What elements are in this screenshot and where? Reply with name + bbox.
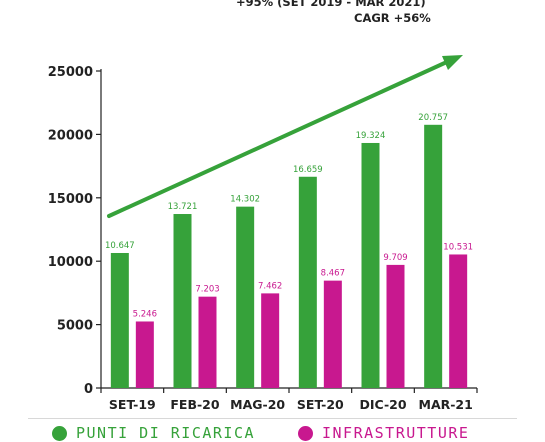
data-label-infrastrutture: 5.246 xyxy=(133,309,157,319)
y-tick-label: 10000 xyxy=(48,255,93,270)
legend-divider xyxy=(28,418,517,419)
x-tick-label: SET-19 xyxy=(109,397,156,412)
data-label-infrastrutture: 8.467 xyxy=(321,269,345,279)
legend-swatch-magenta xyxy=(298,425,313,441)
bar-punti-di-ricarica xyxy=(298,176,317,388)
bar-punti-di-ricarica xyxy=(424,124,443,388)
bar-infrastrutture xyxy=(323,280,342,388)
data-label-infrastrutture: 10.531 xyxy=(443,242,473,252)
x-tick-label: SET-20 xyxy=(297,397,344,412)
bar-infrastrutture xyxy=(386,264,405,388)
data-label-punti-di-ricarica: 19.324 xyxy=(356,131,386,141)
bar-punti-di-ricarica xyxy=(361,142,380,388)
legend-label-infrastrutture: INFRASTRUTTURE xyxy=(322,424,470,442)
bar-punti-di-ricarica xyxy=(236,206,255,388)
data-label-punti-di-ricarica: 16.659 xyxy=(293,165,323,175)
x-tick-label: DIC-20 xyxy=(359,397,406,412)
legend-item-infrastrutture: INFRASTRUTTURE xyxy=(298,424,469,442)
cagr-annotation: CAGR +56% xyxy=(354,11,431,25)
bar-infrastrutture xyxy=(198,296,217,388)
legend-label-punti-di-ricarica: PUNTI DI RICARICA xyxy=(76,424,256,442)
trend-arrow-line xyxy=(107,59,451,218)
legend-swatch-green xyxy=(52,425,67,441)
y-tick-label: 0 xyxy=(84,382,93,397)
bar-infrastrutture xyxy=(449,254,468,388)
legend-item-punti-di-ricarica: PUNTI DI RICARICA xyxy=(52,424,255,442)
growth-annotation: +95% (SET 2019 - MAR 2021) xyxy=(236,0,426,9)
data-label-infrastrutture: 7.462 xyxy=(258,281,282,291)
data-label-infrastrutture: 9.709 xyxy=(383,253,407,263)
bar-punti-di-ricarica xyxy=(173,214,192,388)
data-label-punti-di-ricarica: 14.302 xyxy=(230,195,260,205)
bar-punti-di-ricarica xyxy=(110,252,129,388)
data-label-infrastrutture: 7.203 xyxy=(195,285,219,295)
bar-infrastrutture xyxy=(135,321,154,388)
y-tick-label: 20000 xyxy=(48,128,93,143)
x-tick-label: MAR-21 xyxy=(419,397,473,412)
y-tick-label: 5000 xyxy=(57,319,93,334)
data-label-punti-di-ricarica: 20.757 xyxy=(418,113,448,123)
x-tick-label: MAG-20 xyxy=(230,397,285,412)
trend-arrow-head xyxy=(442,55,463,70)
data-label-punti-di-ricarica: 13.721 xyxy=(168,202,198,212)
data-label-punti-di-ricarica: 10.647 xyxy=(105,241,135,251)
y-tick-label: 15000 xyxy=(48,192,93,207)
legend: PUNTI DI RICARICA INFRASTRUTTURE xyxy=(0,418,545,442)
x-tick-label: FEB-20 xyxy=(170,397,219,412)
y-tick-label: 25000 xyxy=(48,65,93,80)
bar-infrastrutture xyxy=(261,293,280,388)
bar-chart: 0 5000 10000 15000 20000 25000 10.647 5.246 SET-… xyxy=(48,55,478,412)
